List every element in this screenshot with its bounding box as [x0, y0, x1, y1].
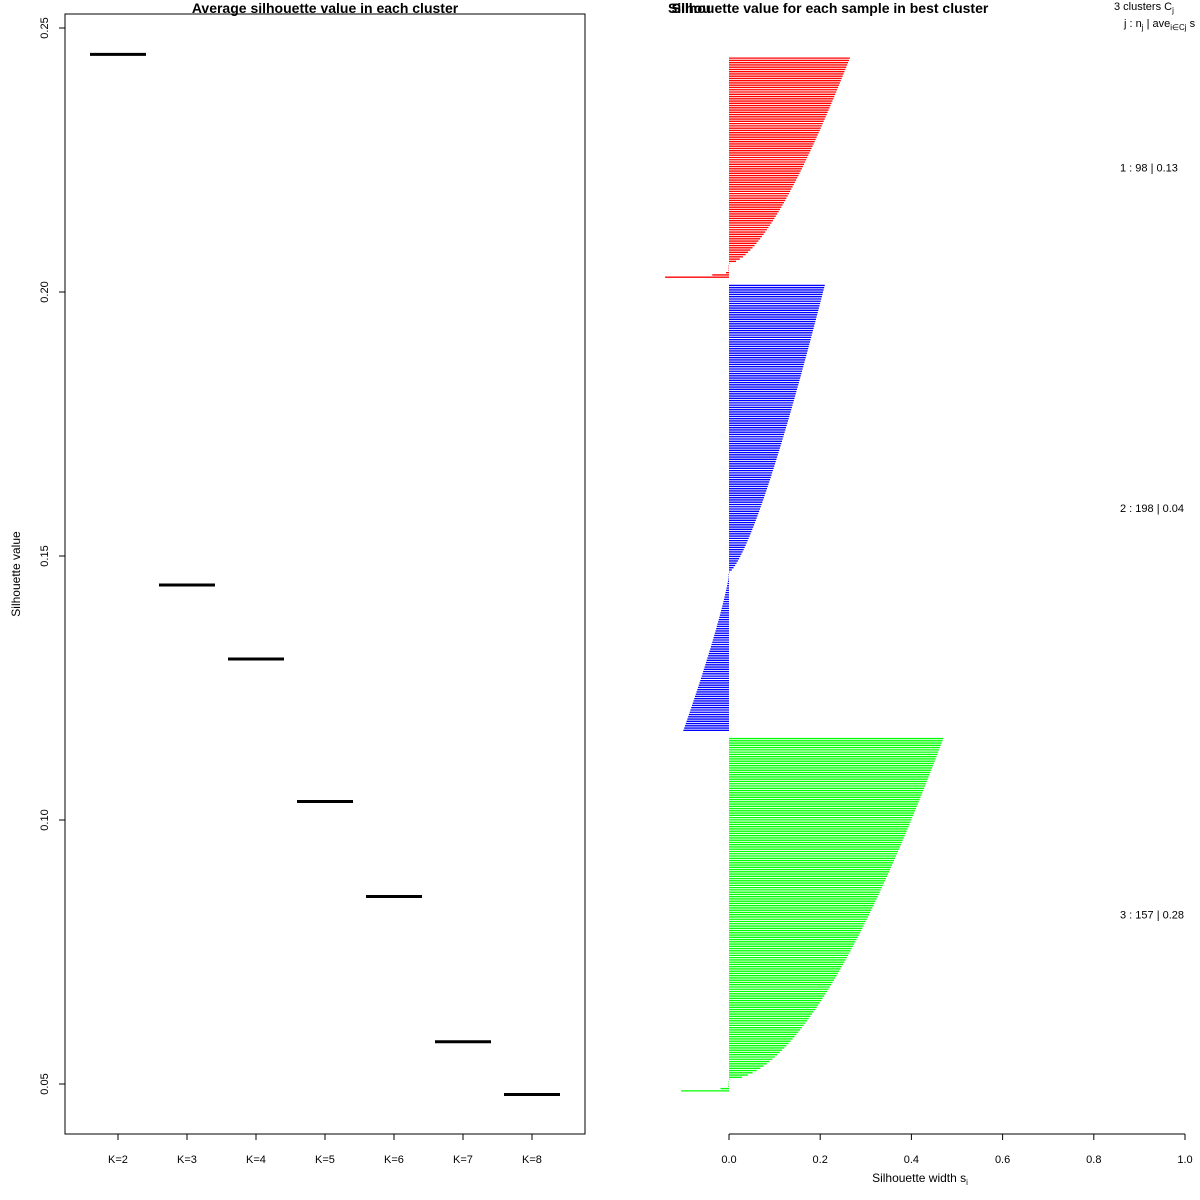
cluster-3-label: 3 : 157 | 0.28 [1120, 910, 1184, 922]
right-x-tick-label: 1.0 [1177, 1154, 1192, 1166]
legend-header-line2-sub2: i∈Cj [1170, 23, 1187, 32]
cluster-1-label: 1 : 98 | 0.13 [1120, 163, 1178, 175]
cluster-1-bars [665, 57, 850, 278]
left-y-tick-label: 0.25 [39, 17, 51, 38]
legend-header-line1-sub: j [1171, 6, 1174, 15]
legend-header-line1-main: 3 clusters C [1114, 1, 1172, 13]
left-x-tick-label: K=2 [108, 1154, 128, 1166]
left-x-tick-label: K=5 [315, 1154, 335, 1166]
right-x-ticks: 0.0 0.2 0.4 0.6 0.8 1.0 [721, 1134, 1193, 1166]
left-chart-title: Average silhouette value in each cluster [192, 0, 459, 16]
cluster-2-label: 2 : 198 | 0.04 [1120, 503, 1184, 515]
left-plot-frame [64, 13, 586, 1135]
cluster-labels: 1 : 98 | 0.13 2 : 198 | 0.04 3 : 157 | 0.2… [1120, 163, 1184, 922]
left-x-tick-label: K=8 [522, 1154, 542, 1166]
left-y-tick-label: 0.10 [39, 809, 51, 830]
right-x-axis-label: Silhouette width si [872, 1171, 968, 1187]
legend-header-line2-sub1: j [1141, 23, 1144, 32]
left-y-tick-label: 0.15 [39, 545, 51, 566]
legend-header-line1: 3 clusters Cj [1114, 1, 1174, 15]
left-x-tick-label: K=4 [246, 1154, 266, 1166]
left-x-tick-label: K=3 [177, 1154, 197, 1166]
right-panel: Silhou Silhouette value for each sample … [665, 0, 1196, 1187]
legend-header-line2: j : nj | avei∈Cj s [1123, 18, 1196, 32]
left-x-ticks: K=2 K=3 K=4 K=5 K=6 K=7 K=8 [108, 1134, 542, 1166]
left-series [90, 52, 560, 1097]
left-y-tick-label: 0.20 [39, 281, 51, 302]
cluster-2-bars [683, 284, 825, 731]
right-title-overlap: Silhou [668, 0, 711, 16]
left-y-ticks: 0.05 0.10 0.15 0.20 0.25 [39, 17, 65, 1095]
right-x-tick-label: 0.8 [1086, 1154, 1101, 1166]
right-x-tick-label: 0.6 [995, 1154, 1010, 1166]
right-x-tick-label: 0.2 [813, 1154, 828, 1166]
cluster-3-bars [681, 737, 944, 1092]
left-y-axis-label: Silhouette value [9, 531, 23, 617]
right-chart-title: Silhouette value for each sample in best… [672, 0, 989, 16]
left-x-tick-label: K=6 [384, 1154, 404, 1166]
right-x-tick-label: 0.4 [904, 1154, 919, 1166]
left-x-tick-label: K=7 [453, 1154, 473, 1166]
left-y-tick-label: 0.05 [39, 1073, 51, 1094]
right-x-axis-label-main: Silhouette width s [872, 1171, 966, 1185]
right-x-tick-label: 0.0 [721, 1154, 736, 1166]
silhouette-bars [665, 57, 944, 1092]
right-x-axis-label-sub: i [966, 1178, 968, 1187]
legend-header-line2-mid: | ave [1144, 18, 1171, 30]
legend-header-line2-end: s [1187, 18, 1196, 30]
left-panel: Average silhouette value in each cluster… [9, 0, 586, 1166]
legend-header-line2-a: j : n [1123, 18, 1142, 30]
